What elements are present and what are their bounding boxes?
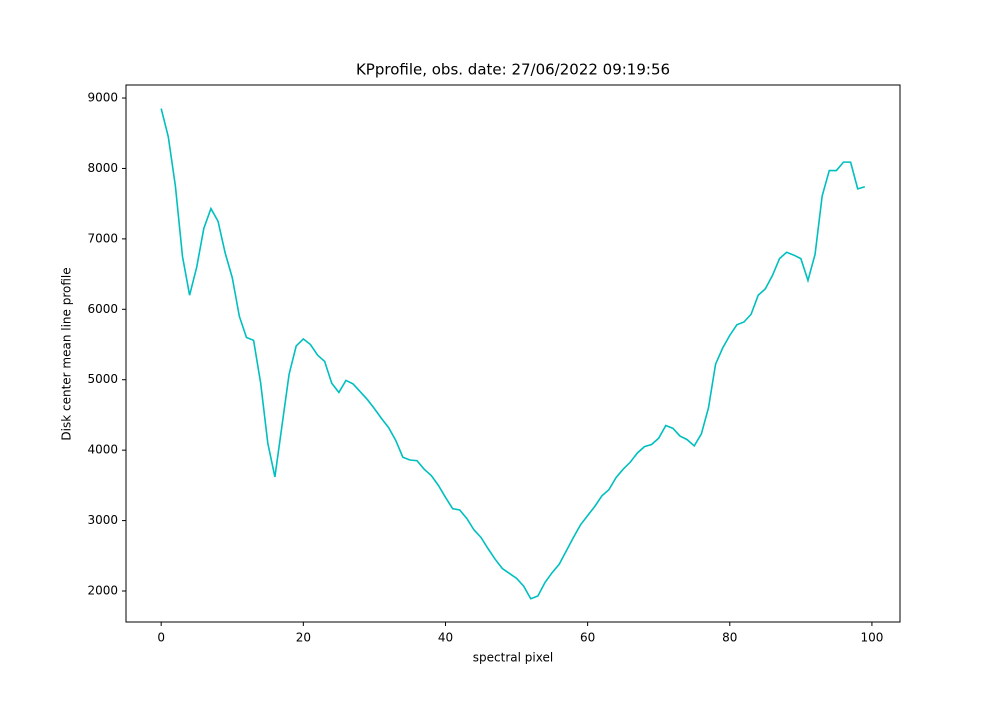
y-tick-label: 6000 (87, 302, 118, 316)
x-tick-label: 40 (438, 631, 453, 645)
chart-title: KPprofile, obs. date: 27/06/2022 09:19:5… (356, 61, 670, 79)
x-tick-label: 100 (860, 631, 883, 645)
x-tick-label: 0 (157, 631, 165, 645)
axes-frame (125, 84, 901, 623)
y-tick-label: 7000 (87, 231, 118, 245)
x-tick-label: 80 (722, 631, 737, 645)
y-tick-label: 3000 (87, 513, 118, 527)
x-tick-label: 20 (296, 631, 311, 645)
line (160, 108, 866, 600)
y-tick-label: 5000 (87, 372, 118, 386)
y-tick-label: 4000 (87, 443, 118, 457)
y-tick-label: 9000 (87, 91, 118, 105)
y-tick-label: 8000 (87, 161, 118, 175)
y-tick-label: 2000 (87, 584, 118, 598)
y-axis-label: Disk center mean line profile (60, 267, 74, 440)
x-tick-label: 60 (580, 631, 595, 645)
x-axis-label: spectral pixel (473, 651, 553, 665)
